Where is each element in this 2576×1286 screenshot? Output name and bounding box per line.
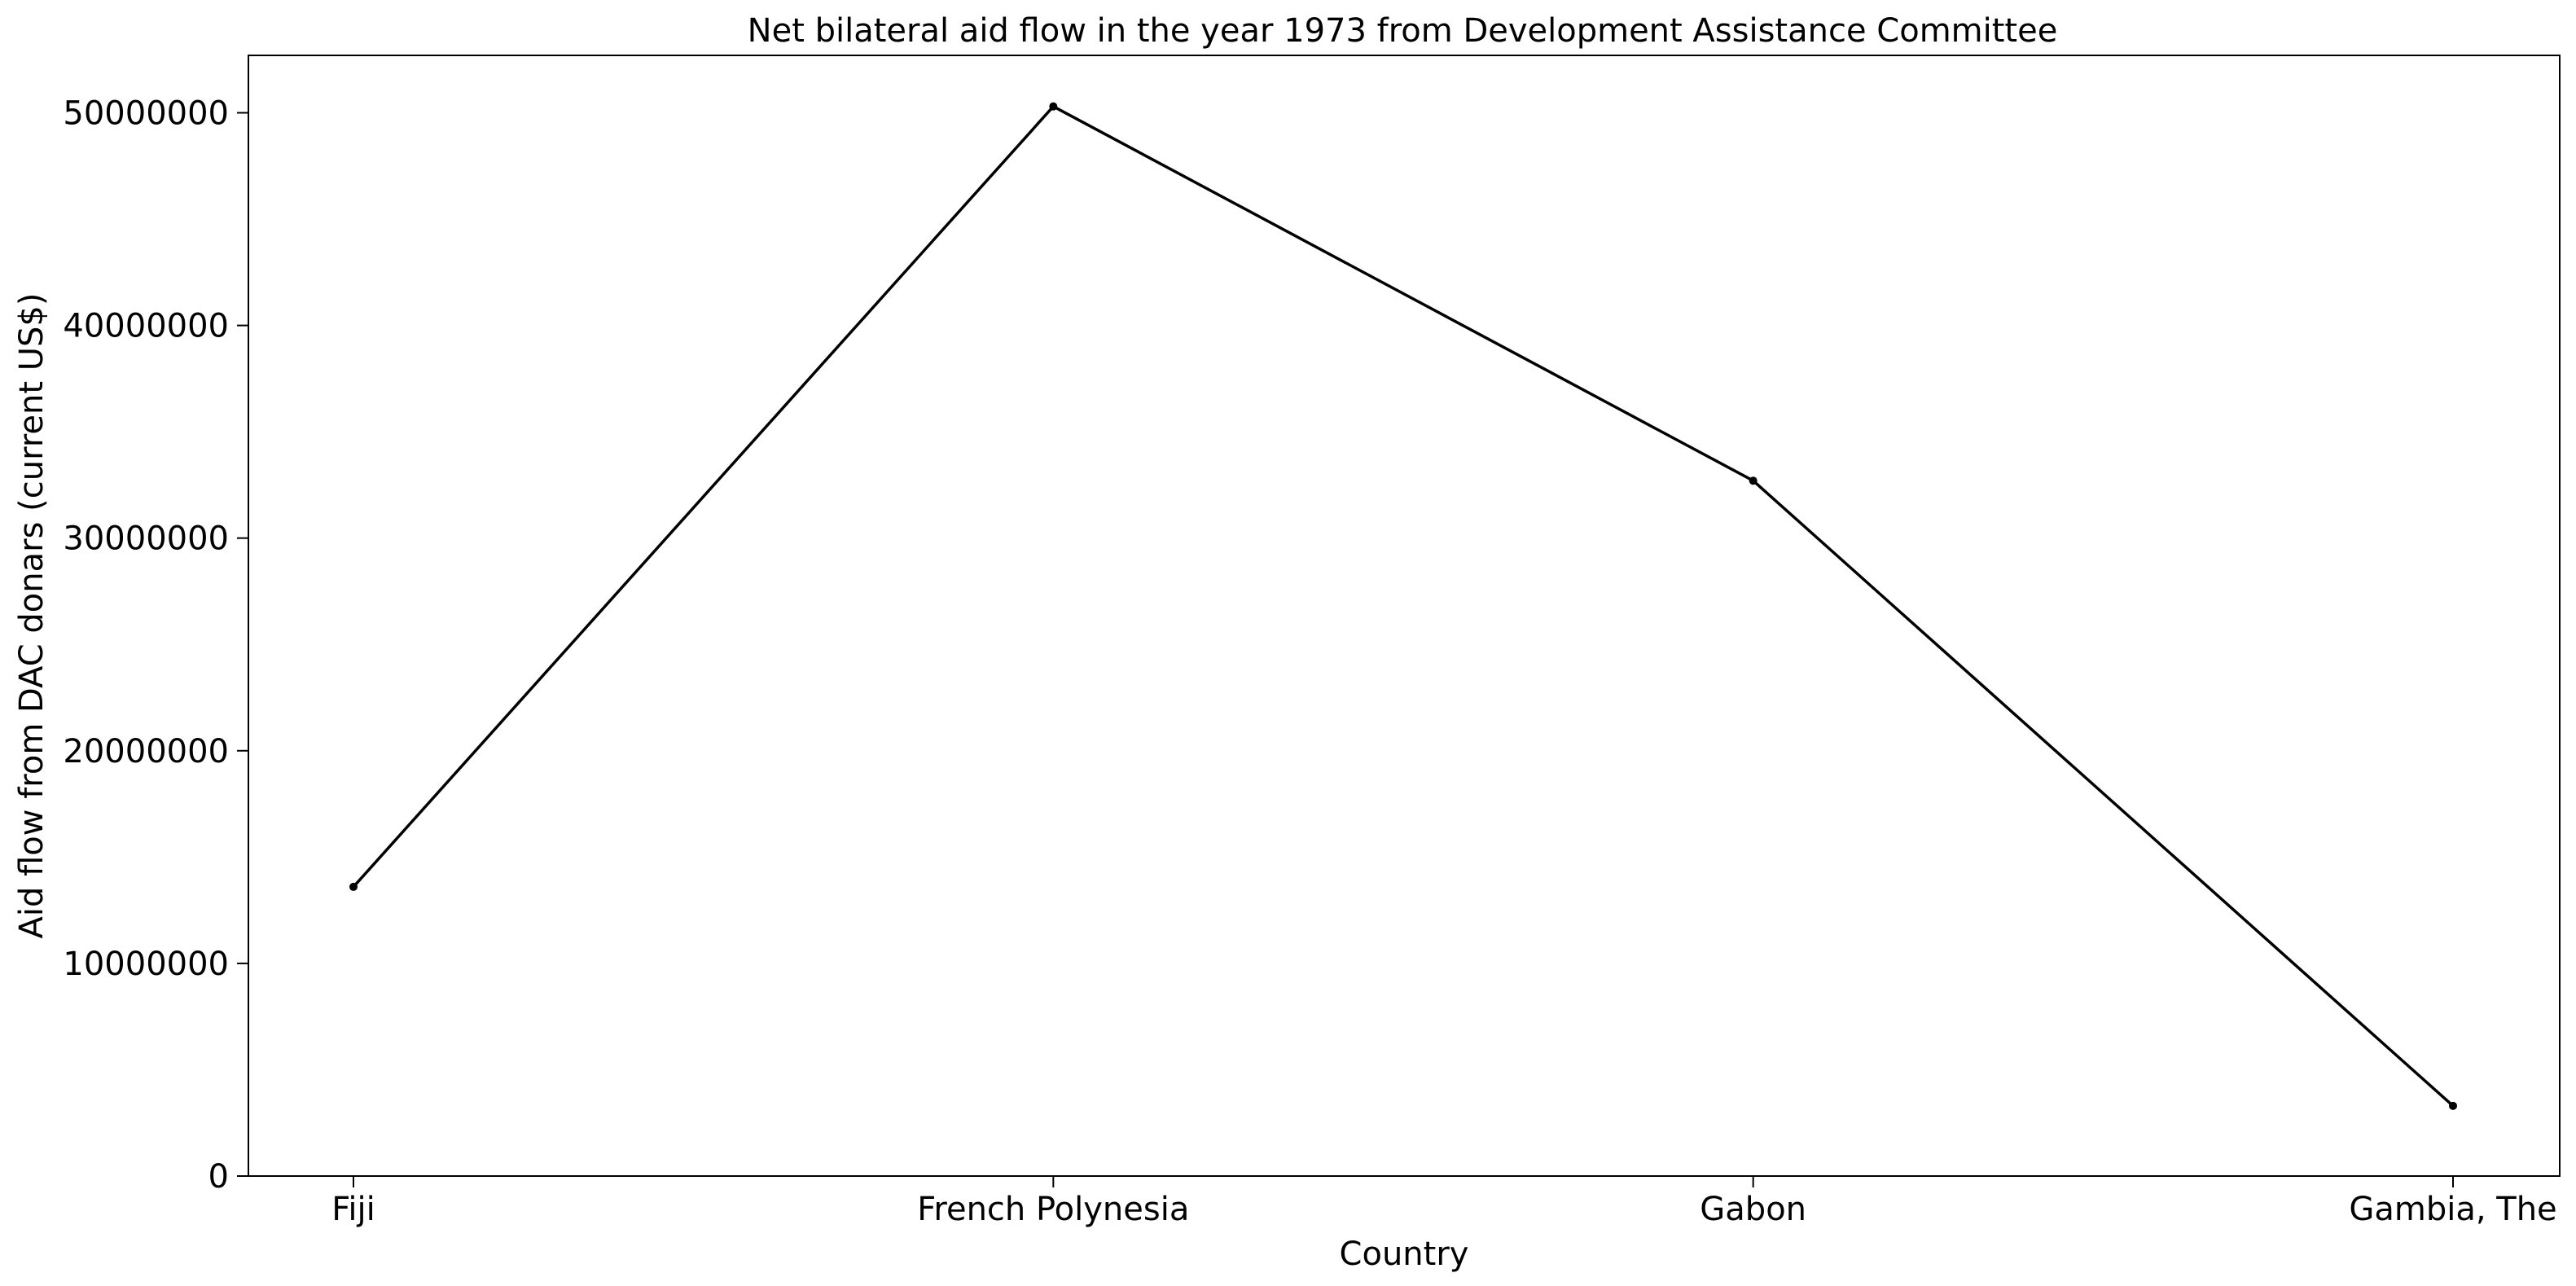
y-tick-label: 40000000 <box>63 308 229 345</box>
y-tick-label: 20000000 <box>63 733 229 770</box>
y-tick-label: 30000000 <box>63 520 229 558</box>
y-axis-label: Aid flow from DAC donars (current US$) <box>13 293 50 939</box>
data-point <box>1049 102 1058 111</box>
x-tick-label: Gambia, The <box>2349 1191 2556 1228</box>
data-point <box>349 882 358 891</box>
chart-title: Net bilateral aid flow in the year 1973 … <box>748 12 2058 50</box>
data-point <box>1749 476 1758 485</box>
x-axis: Fiji French Polynesia Gabon Gambia, The <box>331 1176 2557 1228</box>
y-tick-label: 10000000 <box>63 946 229 983</box>
series-layer <box>349 102 2457 1110</box>
x-axis-label: Country <box>1340 1236 1469 1273</box>
y-tick-label: 0 <box>208 1158 229 1196</box>
x-tick-label: French Polynesia <box>917 1191 1189 1228</box>
y-axis: 0 10000000 20000000 30000000 40000000 5000000… <box>63 94 248 1196</box>
series-line <box>352 104 2455 1108</box>
x-tick-label: Gabon <box>1700 1191 1806 1228</box>
y-tick-label: 50000000 <box>63 94 229 132</box>
plot-area: 0 10000000 20000000 30000000 40000000 5000000… <box>63 55 2561 1228</box>
plot-frame <box>248 55 2561 1177</box>
data-point <box>2449 1101 2457 1110</box>
x-tick-label: Fiji <box>331 1191 375 1228</box>
